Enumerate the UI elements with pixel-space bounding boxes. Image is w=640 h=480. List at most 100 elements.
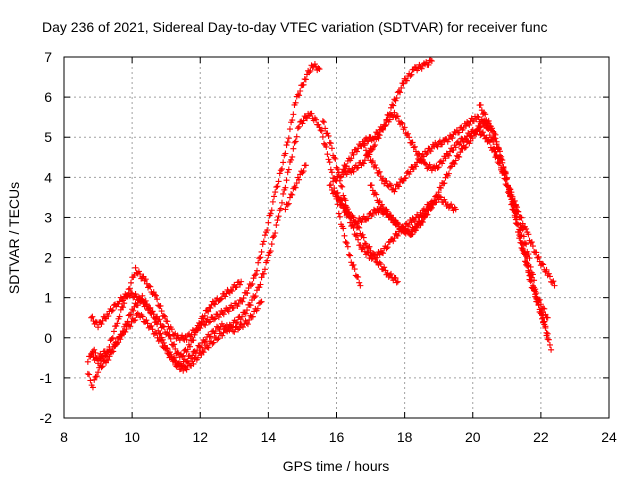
data-point	[282, 184, 289, 191]
data-point	[391, 188, 398, 195]
data-point	[392, 97, 399, 104]
data-point	[95, 324, 102, 331]
data-point	[146, 282, 153, 289]
data-point	[319, 118, 326, 125]
data-point	[279, 199, 285, 206]
data-point	[127, 311, 134, 318]
data-point	[408, 71, 415, 78]
data-point	[204, 344, 211, 351]
data-point	[399, 120, 406, 127]
data-point	[327, 140, 334, 147]
y-tick-label: 7	[44, 49, 52, 65]
data-point	[368, 146, 375, 153]
data-point	[267, 210, 274, 217]
data-point	[98, 321, 105, 328]
data-point	[499, 157, 506, 164]
data-point	[217, 296, 224, 303]
data-point	[550, 278, 557, 285]
data-point	[172, 345, 179, 352]
data-point	[390, 238, 397, 245]
data-point	[511, 202, 518, 209]
data-point	[410, 144, 417, 151]
y-tick-label: 4	[44, 169, 52, 185]
data-point	[192, 350, 199, 357]
x-tick-label: 12	[192, 429, 208, 445]
data-point	[243, 320, 250, 327]
data-point	[541, 318, 548, 325]
data-point	[273, 184, 280, 191]
data-point	[134, 310, 141, 317]
data-point	[339, 183, 346, 190]
data-point	[445, 152, 452, 159]
data-point	[537, 308, 544, 315]
data-point	[439, 141, 446, 148]
data-point	[138, 297, 145, 304]
data-point	[389, 101, 396, 108]
data-point	[166, 349, 173, 356]
data-point	[482, 111, 489, 118]
data-point	[110, 328, 117, 335]
data-point	[296, 123, 303, 130]
data-point	[108, 349, 115, 356]
data-point	[374, 130, 381, 137]
data-point	[486, 132, 493, 139]
data-point	[288, 191, 295, 198]
data-point	[393, 279, 400, 286]
data-point	[164, 329, 171, 336]
data-point	[233, 283, 240, 290]
data-point	[515, 228, 522, 235]
data-point	[449, 135, 456, 142]
data-point	[357, 282, 364, 289]
data-point	[143, 317, 150, 324]
data-point	[539, 260, 546, 267]
data-point	[332, 177, 339, 184]
data-point	[365, 215, 372, 222]
data-point	[331, 154, 338, 161]
data-point	[197, 320, 204, 327]
data-point	[424, 165, 431, 172]
data-point	[341, 232, 348, 239]
data-point	[336, 174, 343, 181]
series-sat-k	[360, 113, 555, 353]
data-point	[532, 293, 539, 300]
data-point	[321, 119, 328, 126]
data-point	[88, 350, 95, 357]
data-point	[212, 315, 219, 322]
data-point	[448, 163, 455, 170]
data-point	[376, 198, 383, 205]
data-point	[269, 198, 276, 205]
data-point	[108, 336, 115, 343]
data-point	[170, 342, 176, 349]
data-marks	[84, 57, 558, 391]
data-point	[93, 373, 100, 380]
data-point	[316, 124, 323, 131]
data-point	[280, 190, 287, 197]
data-point	[253, 287, 260, 294]
data-point	[545, 336, 552, 343]
data-point	[332, 155, 339, 162]
data-point	[271, 233, 278, 240]
data-point	[527, 239, 534, 246]
data-point	[210, 300, 217, 307]
data-point	[422, 160, 429, 167]
data-point	[323, 143, 330, 150]
data-point	[265, 252, 272, 259]
data-point	[197, 344, 204, 351]
data-point	[414, 224, 421, 231]
data-point	[87, 377, 94, 384]
data-point	[230, 304, 237, 311]
data-point	[350, 168, 357, 175]
data-point	[153, 329, 160, 336]
data-point	[518, 244, 525, 251]
data-point	[294, 125, 301, 132]
data-point	[205, 344, 212, 351]
data-point	[279, 165, 285, 172]
data-point	[114, 320, 121, 327]
data-point	[122, 328, 129, 335]
data-point	[340, 225, 347, 232]
data-point	[441, 180, 448, 187]
data-point	[356, 279, 363, 286]
data-point	[445, 170, 452, 177]
data-point	[268, 241, 275, 248]
data-point	[521, 239, 528, 246]
